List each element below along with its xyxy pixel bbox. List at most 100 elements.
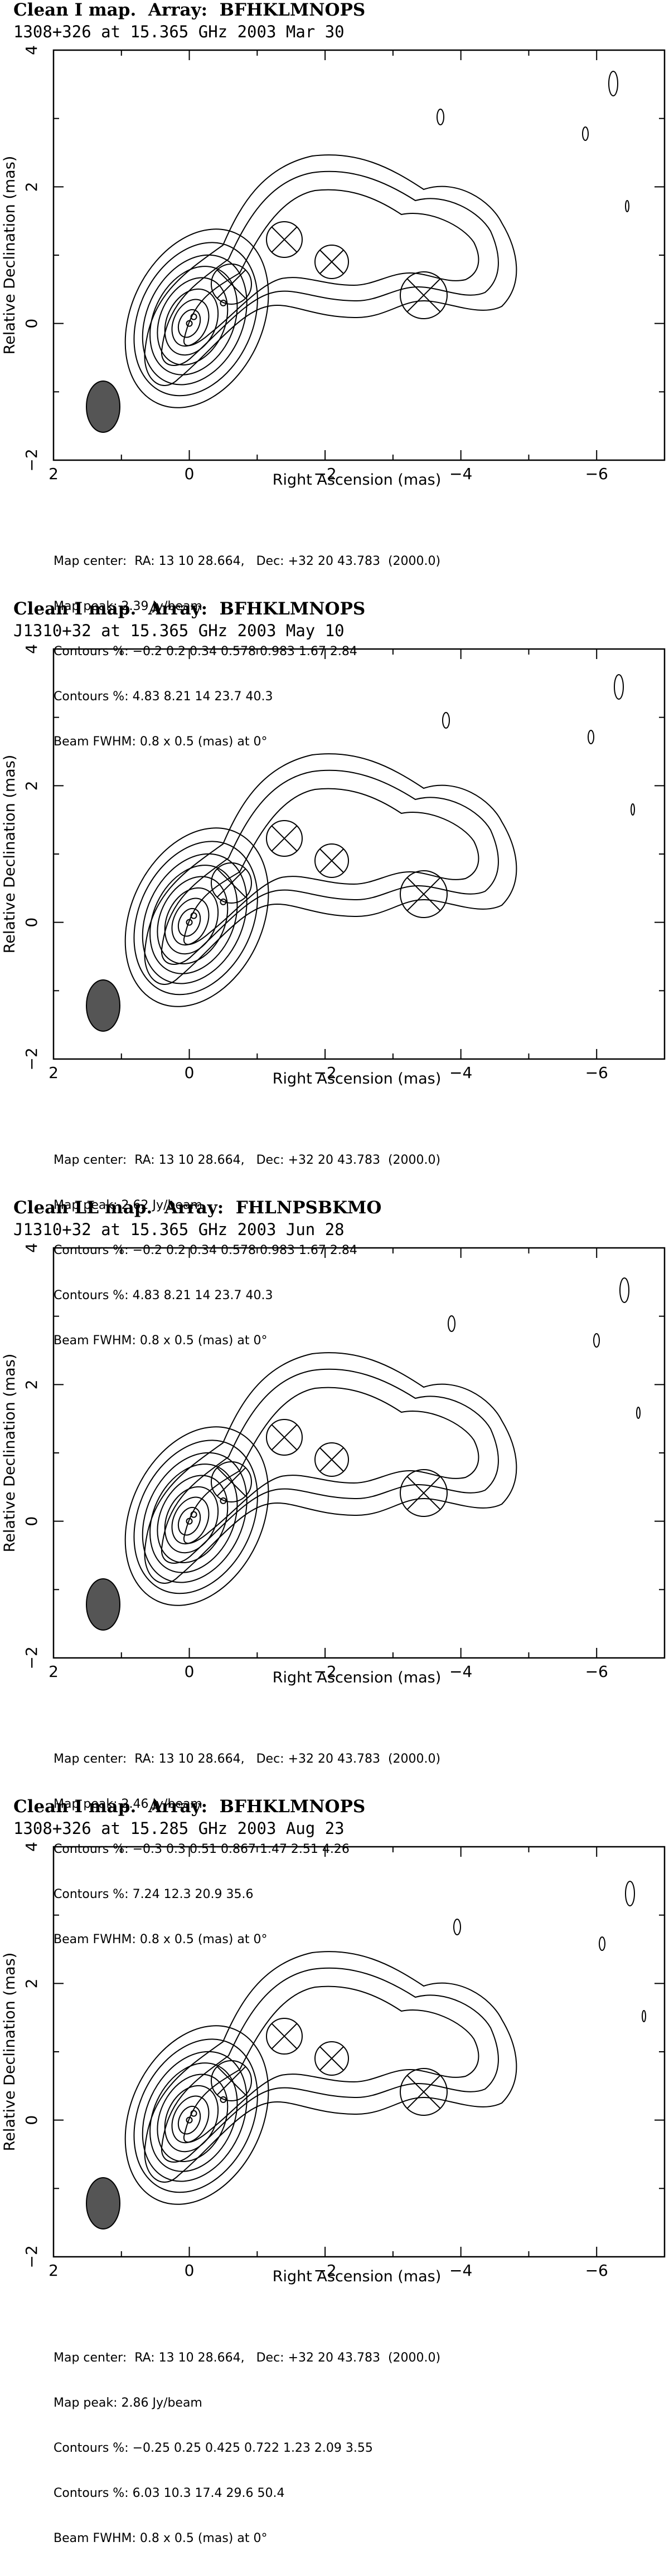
map-peak-text: Map peak: 2.62 Jy/beam xyxy=(54,1198,202,1212)
x-axis-label: Right Ascension (mas) xyxy=(273,1669,442,1686)
map-center-text: Map center: RA: 13 10 28.664, Dec: +32 2… xyxy=(54,554,441,568)
noise-contour xyxy=(448,1315,455,1332)
model-component xyxy=(314,1442,349,1477)
y-axis-label: Relative Declination (mas) xyxy=(1,755,18,954)
x-tick-label: −6 xyxy=(585,1662,608,1681)
jet-contour xyxy=(183,1387,479,1544)
x-tick-label: −2 xyxy=(313,465,336,483)
component-cross xyxy=(319,1447,344,1472)
tick-marks xyxy=(53,648,665,1060)
map-title: Clean I map. Array: BFHKLMNOPS xyxy=(13,1797,366,1817)
x-tick-label: 0 xyxy=(185,1662,195,1681)
core-contour xyxy=(157,277,229,366)
x-axis-label: Right Ascension (mas) xyxy=(273,471,442,489)
x-tick-label: −4 xyxy=(449,1662,472,1681)
component-marker xyxy=(220,299,227,306)
map-title: Clean LL map. Array: FHLNPSBKMO xyxy=(13,1198,382,1218)
core-marker xyxy=(186,320,193,327)
model-component xyxy=(400,271,448,319)
map-metadata: Map center: RA: 13 10 28.664, Dec: +32 2… xyxy=(54,524,440,779)
x-tick-label: 2 xyxy=(49,1063,59,1082)
plot-frame xyxy=(52,49,666,461)
map-peak-text: Map peak: 2.46 Jy/beam xyxy=(54,1797,202,1811)
model-component xyxy=(211,2060,252,2101)
jet-contour xyxy=(161,170,499,366)
jet-contour xyxy=(144,1951,517,2183)
component-cross xyxy=(217,270,246,299)
component-cross xyxy=(406,1476,441,1510)
jet-contour xyxy=(144,1352,517,1584)
map-peak-text: Map peak: 2.39 Jy/beam xyxy=(54,599,202,613)
model-component xyxy=(266,820,303,857)
core-contour xyxy=(124,1426,269,1606)
core-contour xyxy=(164,288,219,356)
y-tick-label: 2 xyxy=(22,1379,41,1389)
plot-frame xyxy=(52,1247,666,1659)
map-panel: Clean I map. Array: BFHKLMNOPS 1308+326 … xyxy=(0,1797,669,2545)
beam-ellipse xyxy=(86,2177,120,2229)
map-panel: Clean LL map. Array: FHLNPSBKMO J1310+32… xyxy=(0,1198,669,1946)
contours-pct-text: Contours %: 7.24 12.3 20.9 35.6 xyxy=(54,1887,254,1901)
model-component xyxy=(266,221,303,258)
contours-text: Contours %: −0.2 0.2 0.34 0.578 0.983 1.… xyxy=(54,1243,357,1257)
y-tick-label: −2 xyxy=(22,1646,41,1669)
component-cross xyxy=(271,825,298,852)
core-contour xyxy=(157,876,229,965)
component-cross xyxy=(319,2046,344,2071)
map-metadata: Map center: RA: 13 10 28.664, Dec: +32 2… xyxy=(54,2320,440,2576)
x-tick-label: 2 xyxy=(49,2261,59,2280)
tick-labels: 2 0 −2 −4 −6 4 2 0 −2 xyxy=(22,644,608,1082)
y-tick-label: 4 xyxy=(22,45,41,55)
core-contour xyxy=(133,2038,258,2193)
model-component xyxy=(266,2018,303,2055)
vlbi-map-plot: 2 0 −2 −4 −6 4 2 0 −2 Right Ascension (mas) Rela… xyxy=(1,1842,666,2285)
contours-text: Contours %: −0.3 0.3 0.51 0.867 1.47 2.5… xyxy=(54,1842,350,1856)
core-contour xyxy=(142,853,248,984)
contours-text: Contours %: −0.25 0.25 0.425 0.722 1.23 … xyxy=(54,2441,373,2455)
core-contour xyxy=(171,299,210,347)
tick-marks xyxy=(53,1247,665,1658)
beam-text: Beam FWHM: 0.8 x 0.5 (mas) at 0° xyxy=(54,1933,268,1946)
x-tick-label: −2 xyxy=(313,1662,336,1681)
y-tick-label: 2 xyxy=(22,182,41,192)
tick-labels: 2 0 −2 −4 −6 4 2 0 −2 xyxy=(22,1842,608,2280)
map-panel: Clean I map. Array: BFHKLMNOPS 1308+326 … xyxy=(0,0,669,749)
y-tick-label: 4 xyxy=(22,1243,41,1253)
tick-marks xyxy=(53,1846,665,2257)
noise-contour xyxy=(437,109,444,125)
map-title: Clean I map. Array: BFHKLMNOPS xyxy=(13,0,366,20)
component-cross xyxy=(406,278,441,313)
model-component xyxy=(211,1461,252,1502)
noise-contour xyxy=(636,1407,641,1419)
core-contour xyxy=(157,1475,229,1564)
x-axis-label: Right Ascension (mas) xyxy=(273,1070,442,1087)
core-marker xyxy=(186,1518,193,1525)
x-tick-label: −4 xyxy=(449,465,472,483)
map-subtitle: J1310+32 at 15.365 GHz 2003 Jun 28 xyxy=(13,1220,345,1239)
model-component xyxy=(400,1469,448,1517)
contours-pct-text: Contours %: 6.03 10.3 17.4 29.6 50.4 xyxy=(54,2486,285,2500)
component-cross xyxy=(217,1467,246,1496)
noise-contour xyxy=(619,1277,629,1303)
core-contour xyxy=(133,841,258,996)
vlbi-map-plot: 2 0 −2 −4 −6 4 2 0 −2 Right Ascension (mas) Rela… xyxy=(1,644,666,1087)
beam-text: Beam FWHM: 0.8 x 0.5 (mas) at 0° xyxy=(54,735,268,749)
beam-ellipse xyxy=(86,380,120,433)
core-contour xyxy=(142,1452,248,1583)
y-tick-label: 0 xyxy=(22,918,41,928)
contour-map xyxy=(124,71,629,408)
core-contour xyxy=(164,2085,219,2153)
beam-ellipse xyxy=(86,1578,120,1631)
y-tick-label: −2 xyxy=(22,1047,41,1070)
y-tick-label: 0 xyxy=(22,1516,41,1526)
map-subtitle: 1308+326 at 15.365 GHz 2003 Mar 30 xyxy=(13,22,345,41)
noise-contour xyxy=(625,1881,635,1906)
map-metadata: Map center: RA: 13 10 28.664, Dec: +32 2… xyxy=(54,1123,440,1378)
jet-contour xyxy=(161,1967,499,2163)
component-cross xyxy=(217,2066,246,2095)
map-center-text: Map center: RA: 13 10 28.664, Dec: +32 2… xyxy=(54,1153,441,1167)
core-marker xyxy=(190,912,197,919)
core-marker xyxy=(186,2116,193,2124)
core-contour xyxy=(164,1486,219,1554)
noise-contour xyxy=(642,2010,646,2022)
